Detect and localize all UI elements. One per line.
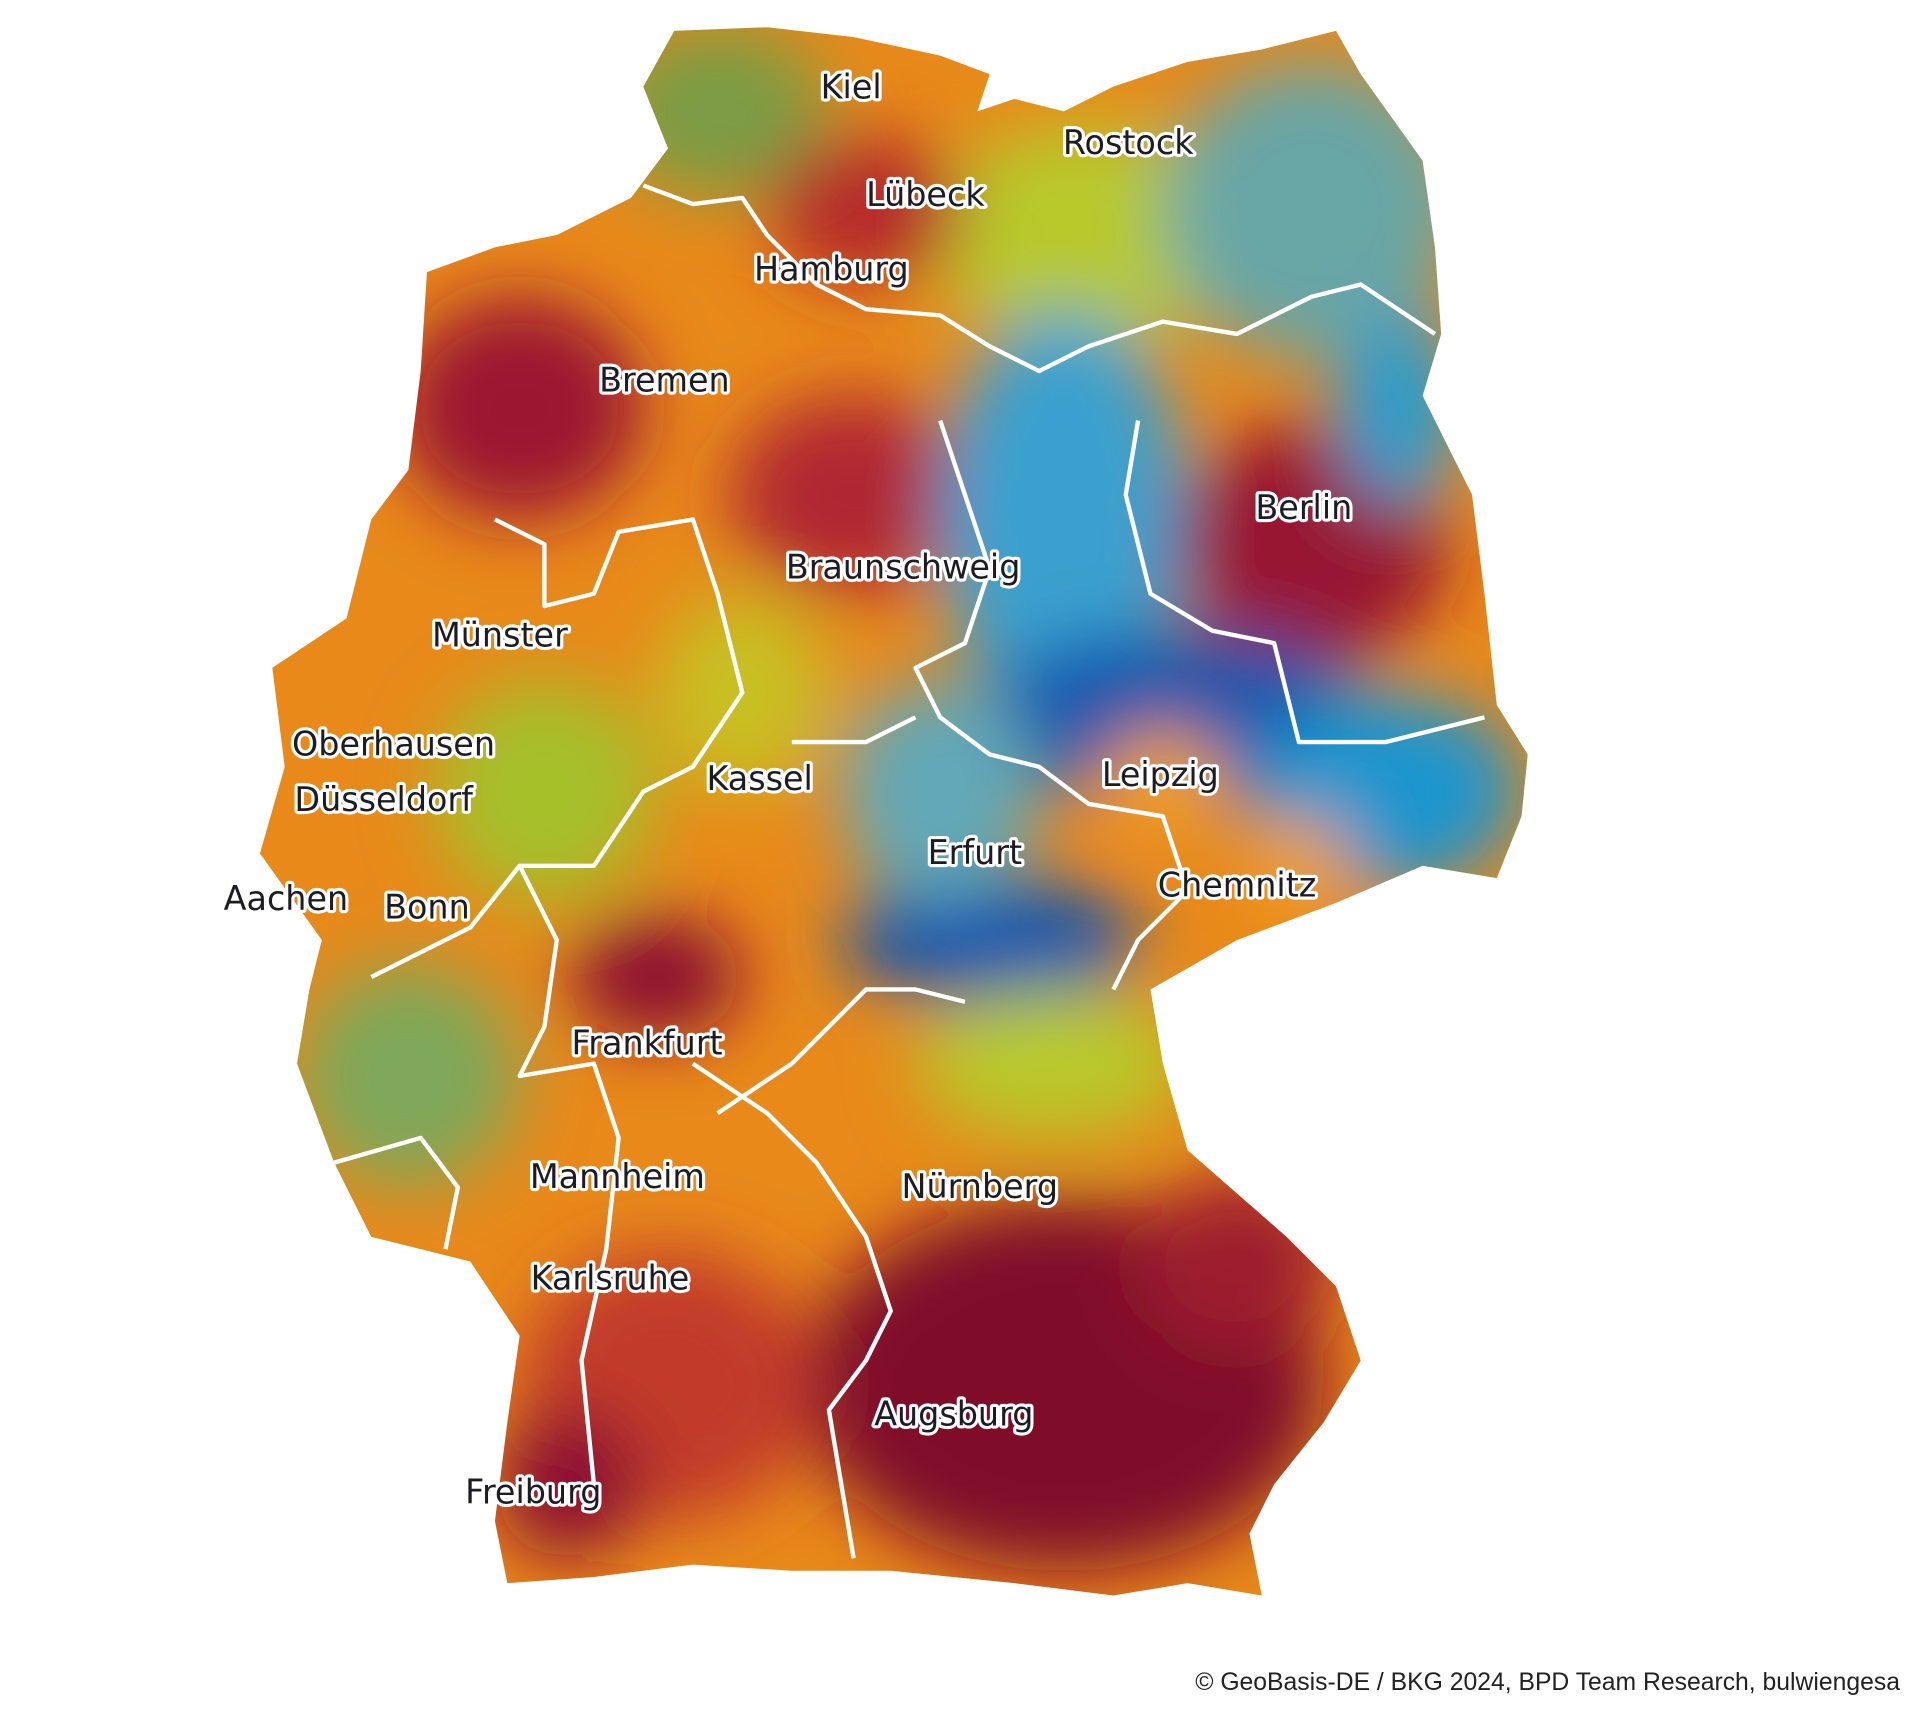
city-label: Bonn	[384, 888, 470, 927]
city-label: Kassel	[706, 759, 812, 798]
city-label: Hamburg	[754, 249, 909, 288]
city-label: Karlsruhe	[531, 1259, 690, 1298]
city-label: Bremen	[599, 361, 730, 400]
city-label: Chemnitz	[1158, 865, 1317, 904]
city-label: Nürnberg	[902, 1167, 1058, 1206]
city-label: Braunschweig	[786, 547, 1021, 586]
city-label: Mannheim	[530, 1157, 705, 1196]
city-label: Augsburg	[874, 1395, 1033, 1434]
city-label: Freiburg	[465, 1473, 601, 1512]
city-label: Aachen	[224, 879, 348, 918]
city-label: Düsseldorf	[294, 780, 474, 819]
city-label: Frankfurt	[572, 1024, 723, 1063]
city-label: Oberhausen	[292, 724, 495, 763]
credit: © GeoBasis-DE / BKG 2024, BPD Team Resea…	[1195, 1669, 1900, 1696]
city-label: Münster	[432, 615, 568, 654]
state-borders	[333, 183, 1485, 1559]
city-label: Leipzig	[1102, 755, 1219, 794]
city-label: Erfurt	[928, 833, 1023, 872]
city-label: Berlin	[1255, 488, 1352, 527]
city-labels: Kiel Rostock Lübeck Hamburg Bremen Berlin Brau…	[221, 64, 1356, 1514]
city-label: Rostock	[1063, 123, 1194, 162]
city-label: Lübeck	[866, 175, 985, 214]
city-label: Kiel	[821, 68, 882, 107]
